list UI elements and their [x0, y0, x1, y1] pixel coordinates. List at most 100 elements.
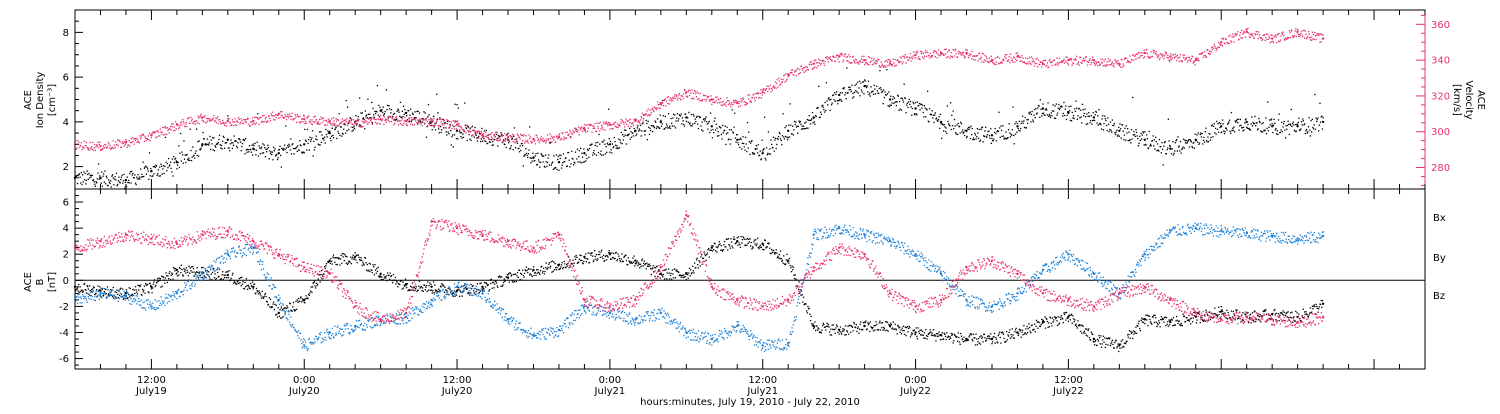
velocity-sample — [266, 122, 267, 123]
velocity-sample — [243, 123, 244, 124]
bx-sample — [230, 278, 231, 279]
velocity-point — [1220, 41, 1222, 43]
velocity-sample — [1051, 62, 1052, 63]
density-sample — [630, 131, 631, 132]
density-sample — [404, 109, 405, 110]
density-sample — [1034, 109, 1035, 110]
density-sample — [1059, 109, 1060, 110]
velocity-sample — [883, 67, 884, 68]
density-sample — [1167, 147, 1168, 148]
density-sample — [835, 101, 836, 102]
velocity-sample — [748, 99, 749, 100]
density-sample — [988, 131, 989, 132]
density-sample — [236, 141, 237, 142]
density-sample — [400, 102, 401, 103]
density-series — [74, 60, 1325, 189]
velocity-sample — [200, 114, 201, 115]
density-point — [1246, 121, 1248, 123]
velocity-sample — [414, 119, 415, 120]
bx-sample — [274, 304, 275, 305]
density-sample — [908, 101, 909, 102]
velocity-sample — [212, 119, 213, 120]
velocity-sample — [534, 140, 535, 141]
density-sample — [491, 139, 492, 140]
bx-sample — [611, 252, 612, 253]
velocity-sample — [721, 102, 722, 103]
density-sample — [1288, 124, 1289, 125]
density-sample — [910, 101, 911, 102]
velocity-sample — [618, 127, 619, 128]
density-sample — [1224, 131, 1225, 132]
density-sample — [542, 161, 543, 162]
density-point — [940, 121, 942, 123]
density-sample — [188, 158, 189, 159]
density-sample — [742, 143, 743, 144]
velocity-sample — [986, 56, 987, 57]
velocity-sample — [845, 53, 846, 54]
density-sample — [1143, 132, 1144, 133]
bx-sample — [500, 286, 501, 287]
bx-sample — [576, 257, 577, 258]
velocity-sample — [356, 123, 357, 124]
density-sample — [974, 139, 975, 140]
velocity-sample — [380, 115, 381, 116]
velocity-sample — [704, 99, 705, 100]
density-sample — [1202, 143, 1203, 144]
bx-sample — [384, 277, 385, 278]
velocity-sample — [1071, 58, 1072, 59]
velocity-sample — [743, 98, 744, 99]
density-sample — [1322, 128, 1323, 129]
bx-sample — [648, 266, 649, 267]
bx-sample — [155, 285, 156, 286]
velocity-sample — [865, 60, 866, 61]
bx-sample — [278, 307, 279, 308]
density-sample — [1174, 150, 1175, 151]
bx-sample — [84, 283, 85, 284]
velocity-sample — [565, 132, 566, 133]
density-sample — [1017, 123, 1018, 124]
density-sample — [779, 133, 780, 134]
density-sample — [1252, 122, 1253, 123]
bx-sample — [402, 288, 403, 289]
bx-sample — [169, 271, 170, 272]
velocity-sample — [914, 55, 915, 56]
velocity-sample — [811, 61, 812, 62]
velocity-sample — [944, 54, 945, 55]
velocity-sample — [604, 129, 605, 130]
bx-sample — [485, 286, 486, 287]
density-point — [1144, 139, 1146, 141]
density-sample — [339, 113, 340, 114]
density-sample — [1022, 116, 1023, 117]
bx-sample — [154, 279, 155, 280]
velocity-sample — [577, 130, 578, 131]
velocity-sample — [233, 125, 234, 126]
density-sample — [840, 99, 841, 100]
density-sample — [132, 173, 133, 174]
velocity-sample — [677, 97, 678, 98]
density-sample — [713, 132, 714, 133]
density-sample — [1168, 140, 1169, 141]
bx-sample — [569, 267, 570, 268]
velocity-sample — [1233, 36, 1234, 37]
velocity-sample — [451, 121, 452, 122]
velocity-sample — [144, 136, 145, 137]
bx-sample — [158, 277, 159, 278]
velocity-sample — [838, 55, 839, 56]
velocity-sample — [915, 57, 916, 58]
density-sample — [1240, 125, 1241, 126]
bx-sample — [553, 262, 554, 263]
bx-sample — [158, 281, 159, 282]
density-sample — [1077, 119, 1078, 120]
density-sample — [697, 124, 698, 125]
density-sample — [323, 138, 324, 139]
velocity-sample — [599, 130, 600, 131]
density-sample — [891, 105, 892, 106]
density-sample — [649, 134, 650, 135]
velocity-sample — [1161, 53, 1162, 54]
velocity-sample — [951, 52, 952, 53]
density-sample — [978, 138, 979, 139]
bx-sample — [88, 288, 89, 289]
velocity-sample — [905, 54, 906, 55]
bx-sample — [638, 262, 639, 263]
bx-sample — [655, 267, 656, 268]
